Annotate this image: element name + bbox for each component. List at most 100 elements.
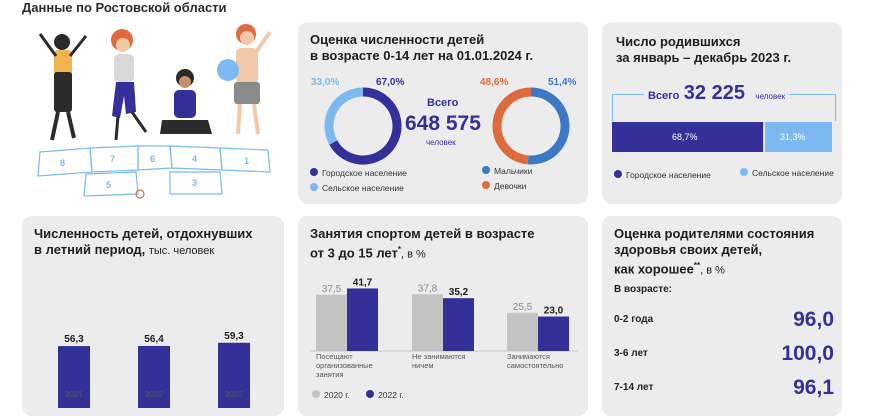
population-title: Оценка численности детей в возрасте 0-14… bbox=[310, 32, 533, 64]
summer-bar bbox=[138, 345, 170, 408]
sport-bar-label: 35,2 bbox=[449, 287, 469, 298]
svg-text:3: 3 bbox=[192, 178, 197, 188]
sport-cat3-line1: Занимаются bbox=[507, 352, 550, 361]
sport-legend: 2020 г. 2022 г. bbox=[312, 390, 404, 400]
legend-boys-dot bbox=[482, 166, 490, 174]
sport-unit: , в % bbox=[400, 248, 426, 261]
sport-title-line1: Занятия спортом детей в возрасте bbox=[310, 226, 535, 241]
legend-2022-label: 2022 г. bbox=[378, 390, 404, 400]
births-title-line2: за январь – декабрь 2023 г. bbox=[616, 50, 792, 65]
births-title-line1: Число родившихся bbox=[616, 34, 741, 49]
legend-rural-dot bbox=[310, 183, 318, 191]
hopscotch-numbers: 8 7 6 4 1 5 3 bbox=[60, 154, 249, 190]
summer-bar-label: 56,3 bbox=[64, 334, 84, 345]
summer-bar bbox=[58, 346, 90, 408]
health-title-line2: здоровья своих детей, bbox=[614, 242, 763, 257]
summer-title: Численность детей, отдохнувших в летний … bbox=[34, 226, 253, 259]
births-urban-bar bbox=[612, 122, 764, 152]
child-sitting bbox=[160, 69, 212, 134]
sport-bar bbox=[443, 298, 474, 351]
sport-bar-label: 37,8 bbox=[418, 283, 438, 294]
legend-2022-dot bbox=[366, 390, 375, 398]
population-total-unit: человек bbox=[426, 138, 456, 147]
births-legend-urban-dot bbox=[614, 170, 622, 178]
population-card: Оценка численности детей в возрасте 0-14… bbox=[298, 22, 588, 204]
summer-card: Численность детей, отдохнувших в летний … bbox=[22, 216, 284, 416]
summer-year-label: 2021 bbox=[65, 390, 83, 399]
legend-girls: Девочки bbox=[482, 181, 526, 191]
births-card: Число родившихся за январь – декабрь 202… bbox=[602, 22, 842, 204]
health-row: 7-14 лет 96,1 bbox=[614, 376, 834, 402]
svg-text:6: 6 bbox=[150, 154, 155, 164]
births-legend-urban-label: Городское население bbox=[626, 170, 711, 180]
sport-title: Занятия спортом детей в возрасте от 3 до… bbox=[310, 226, 535, 262]
urban-rural-donut bbox=[324, 87, 402, 165]
legend-rural-label: Сельское население bbox=[322, 183, 404, 193]
girls-slice bbox=[492, 87, 532, 165]
summer-bar-label: 56,4 bbox=[144, 334, 164, 345]
legend-urban: Городское население bbox=[310, 168, 407, 178]
sport-bar-label: 25,5 bbox=[513, 302, 533, 313]
sport-bar bbox=[507, 312, 538, 351]
sport-bar-label: 41,7 bbox=[353, 277, 373, 288]
health-title-line3: как хорошее bbox=[614, 261, 694, 277]
births-total-label: Всего bbox=[648, 90, 680, 102]
legend-rural: Сельское население bbox=[310, 183, 404, 193]
summer-title-line2: в летний период, bbox=[34, 242, 146, 257]
health-row-label: 3-6 лет bbox=[614, 348, 648, 359]
births-stacked-bar bbox=[612, 122, 832, 152]
summer-bar bbox=[218, 342, 250, 408]
summer-year-label: 2023 bbox=[225, 390, 243, 399]
health-title: Оценка родителями состояния здоровья сво… bbox=[614, 226, 814, 278]
summer-unit: тыс. человек bbox=[148, 245, 215, 257]
sport-cat3-line2: самостоятельно bbox=[507, 361, 564, 370]
births-legend-urban: Городское население bbox=[614, 170, 711, 180]
births-total: Всего 32 225 человек bbox=[644, 82, 790, 105]
health-row-value: 100,0 bbox=[781, 342, 834, 365]
child-left bbox=[38, 33, 88, 141]
sport-bar-label: 23,0 bbox=[544, 306, 564, 317]
sport-cat1-line1: Посещают bbox=[316, 352, 353, 361]
summer-year-label: 2022 bbox=[145, 390, 163, 399]
sport-cat3-label: Занимаются самостоятельно bbox=[507, 352, 563, 370]
svg-text:8: 8 bbox=[60, 158, 65, 168]
sport-cat1-label: Посещают организованные занятия bbox=[316, 352, 373, 379]
sport-cat1-line3: занятия bbox=[316, 370, 344, 379]
urban-slice bbox=[329, 87, 402, 165]
legend-girls-label: Девочки bbox=[494, 181, 527, 191]
births-legend-rural-dot bbox=[740, 168, 748, 176]
births-legend-rural-label: Сельское население bbox=[752, 168, 834, 178]
svg-text:5: 5 bbox=[106, 180, 111, 190]
svg-text:7: 7 bbox=[110, 154, 115, 164]
health-row-label: 7-14 лет bbox=[614, 382, 654, 393]
child-right bbox=[217, 24, 272, 135]
sport-title-mark: * bbox=[397, 245, 401, 254]
legend-2020-dot bbox=[312, 390, 320, 398]
sport-cat2-line1: Не занимаются bbox=[412, 352, 466, 361]
summer-bar-label: 59,3 bbox=[224, 331, 244, 342]
health-row: 0-2 года 96,0 bbox=[614, 308, 834, 334]
health-row-value: 96,1 bbox=[793, 376, 834, 399]
health-title-line1: Оценка родителями состояния bbox=[614, 226, 815, 241]
births-legend-rural: Сельское население bbox=[740, 168, 834, 178]
health-unit: , в % bbox=[700, 264, 725, 277]
rural-percent-label: 33,0% bbox=[311, 77, 340, 88]
sport-bar-chart: 37,5 37,8 25,5 41,7 35,2 23,0 bbox=[310, 277, 578, 352]
sport-cat2-line2: ничем bbox=[412, 361, 434, 370]
urban-percent-label: 67,0% bbox=[376, 77, 405, 88]
births-rural-pct: 31,3% bbox=[780, 132, 806, 142]
sport-bar-label: 37,5 bbox=[322, 284, 342, 295]
sun-drawing bbox=[135, 189, 145, 199]
health-age-header: В возрасте: bbox=[614, 284, 672, 295]
sport-bar bbox=[316, 294, 347, 351]
population-total-label: Всего bbox=[427, 97, 459, 109]
boys-girls-donut bbox=[492, 87, 570, 165]
svg-text:4: 4 bbox=[192, 154, 197, 164]
births-urban-pct: 68,7% bbox=[672, 132, 698, 142]
legend-urban-dot bbox=[310, 168, 318, 176]
births-title: Число родившихся за январь – декабрь 202… bbox=[616, 34, 791, 66]
health-title-mark: ** bbox=[693, 261, 701, 270]
health-row-label: 0-2 года bbox=[614, 314, 654, 325]
child-redhead bbox=[111, 29, 148, 141]
hopscotch-drawing bbox=[37, 145, 271, 197]
